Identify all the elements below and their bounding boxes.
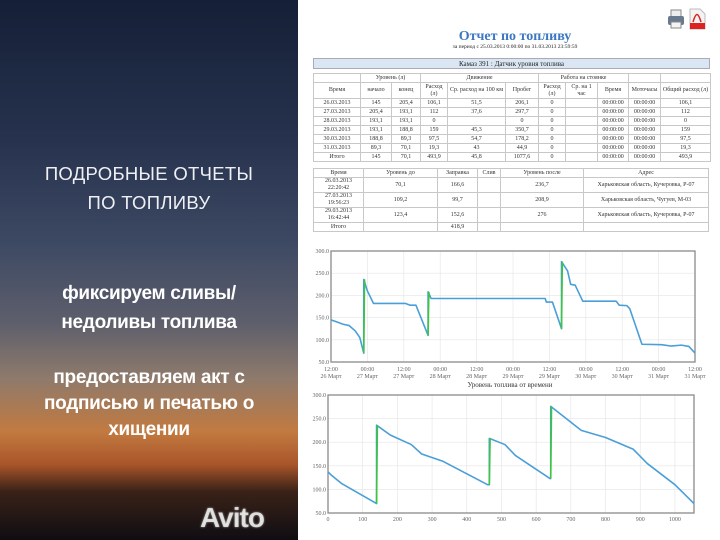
x-tick-label: 100 [358, 517, 367, 523]
x-tick-label: 29 Март [502, 374, 523, 380]
x-tick-label: 12:00 [397, 367, 411, 373]
x-tick-label: 12:00 [615, 367, 629, 373]
printer-icon[interactable] [667, 8, 685, 30]
promo-point2-line1: предоставляем акт с [53, 367, 245, 388]
table-row: Итого 418,9 [313, 222, 709, 232]
plot-area [328, 395, 694, 513]
y-tick-label: 250.0 [316, 271, 330, 277]
y-tick-label: 200.0 [313, 440, 327, 446]
x-tick-label: 12:00 [470, 367, 484, 373]
report-title: Отчет по топливу [458, 29, 572, 44]
table-cell: 493,9 [660, 152, 712, 162]
y-tick-label: 300.0 [316, 249, 330, 255]
promo-panel: ПОДРОБНЫЕ ОТЧЕТЫ ПО ТОПЛИВУ фиксируем сл… [0, 0, 298, 540]
x-tick-label: 300 [428, 517, 437, 523]
refuel-header-row: Время Уровень до Заправка Слив Уровень после… [313, 168, 709, 178]
x-tick-label: 12:00 [688, 367, 702, 373]
x-tick-label: 00:00 [361, 367, 375, 373]
table-row: Итого 145 70,1 493,9 45,8 1077,6 0 00:00:00 00:0… [313, 152, 712, 162]
table-row: 26.03.2013 145 205,4 106,1 51,5 206,1 0 00:00:0… [313, 98, 712, 108]
x-tick-label: 29 Март [539, 374, 560, 380]
table-row: 26.03.2013 22:20:42 70,1 166,6 236,7 Харьков… [313, 177, 709, 193]
plot-frame [327, 394, 695, 514]
refuel-marker [549, 406, 553, 479]
promo-point1-line2: недоливы топлива [61, 312, 237, 333]
x-tick-label: 1000 [669, 517, 681, 523]
promo-heading-line1: ПОДРОБНЫЕ ОТЧЕТЫ [44, 163, 254, 184]
plot-frame [330, 250, 696, 363]
x-tick-label: 800 [601, 517, 610, 523]
promo-point2-line3: хищении [108, 419, 190, 440]
avito-watermark: Avito [200, 502, 265, 533]
x-tick-label: 28 Март [430, 374, 451, 380]
x-tick-label: 500 [497, 517, 506, 523]
table-cell: 1077,6 [504, 152, 540, 162]
x-tick-label: 200 [393, 517, 402, 523]
table-row: 29.03.2013 16:42:44 123,4 152,6 276 Харьковс… [313, 207, 709, 223]
refuel-marker [488, 438, 491, 485]
x-tick-label: 27 Март [393, 374, 414, 380]
x-tick-label: 0 [327, 517, 330, 523]
report-period: за период с 25.03.2013 0:00:00 по 31.03.… [452, 44, 578, 50]
pdf-icon[interactable] [688, 8, 706, 30]
x-tick-label: 27 Март [357, 374, 378, 380]
x-tick-label: 31 Март [648, 374, 669, 380]
summary-table: Уровень (л) Движение Работа на стоянке Врем… [313, 73, 712, 162]
promo-heading-line2: ПО ТОПЛИВУ [87, 192, 211, 213]
table-cell [583, 222, 709, 232]
refuel-marker [560, 261, 564, 329]
x-tick-label: 12:00 [324, 367, 338, 373]
x-tick-label: 28 Март [466, 374, 487, 380]
table-row: 31.03.2013 89,3 70,1 19,3 43 44,9 0 00:00:00 00:… [313, 143, 712, 153]
y-tick-label: 200.0 [316, 293, 330, 299]
table-row: 27.03.2013 19:56:23 109,2 99,7 208,9 Харьков… [313, 192, 709, 208]
chart1-xlabel: Уровень топлива от времени [467, 381, 553, 389]
report-banner: Камаз 391 : Датчик уровня топлива [313, 58, 710, 69]
y-tick-label: 150.0 [313, 464, 327, 470]
x-tick-label: 30 Март [612, 374, 633, 380]
x-tick-label: 31 Март [684, 374, 705, 380]
y-tick-label: 100.0 [316, 338, 330, 344]
x-tick-label: 00:00 [652, 367, 666, 373]
table-row: 29.03.2013 193,1 188,8 159 45,3 350,7 0 00:00:0… [313, 125, 712, 135]
x-tick-label: 900 [636, 517, 645, 523]
x-tick-label: 00:00 [433, 367, 447, 373]
y-tick-label: 50.0 [316, 511, 327, 517]
x-tick-label: 00:00 [506, 367, 520, 373]
x-tick-label: 700 [566, 517, 575, 523]
refuel-marker [362, 279, 366, 354]
refuel-table: Время Уровень до Заправка Слив Уровень после… [313, 168, 709, 232]
x-tick-label: 12:00 [543, 367, 557, 373]
promo-point1-line1: фиксируем сливы/ [62, 283, 236, 304]
x-tick-label: 26 Март [320, 374, 341, 380]
x-tick-label: 600 [532, 517, 541, 523]
summary-header-row: Время начало конец Расход (л) Ср. расход на … [313, 82, 712, 99]
y-tick-label: 100.0 [313, 487, 327, 493]
promo-point2-line2: подписью и печатью о [43, 393, 255, 414]
y-tick-label: 150.0 [316, 316, 330, 322]
y-tick-label: 300.0 [313, 393, 327, 399]
x-tick-label: 30 Март [575, 374, 596, 380]
x-tick-label: 00:00 [579, 367, 593, 373]
fuel-level-series [330, 260, 696, 354]
y-tick-label: 50.0 [319, 360, 330, 366]
refuel-marker [375, 425, 379, 504]
y-tick-label: 250.0 [313, 417, 327, 423]
refuel-marker [427, 291, 430, 336]
x-tick-label: 400 [462, 517, 471, 523]
